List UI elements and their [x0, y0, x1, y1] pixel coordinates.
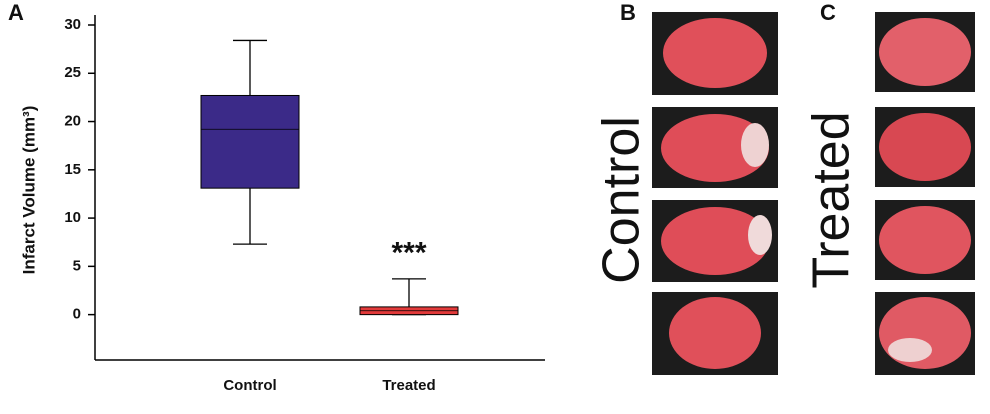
significance: *** — [391, 237, 426, 270]
y-tick-label: 25 — [64, 64, 81, 81]
x-tick-label: Control — [223, 377, 276, 394]
panel-caption: Treated — [803, 111, 861, 288]
y-tick-label: 30 — [64, 16, 81, 33]
panel-label: B — [620, 0, 636, 25]
y-tick-label: 15 — [64, 161, 81, 178]
y-tick-label: 0 — [73, 306, 81, 323]
y-tick-label: 10 — [64, 209, 81, 226]
x-tick-label: Treated — [382, 377, 435, 394]
panel-label: C — [820, 0, 836, 25]
brain-images — [652, 12, 975, 375]
panel-caption: Control — [593, 116, 651, 284]
box — [200, 94, 300, 189]
y-tick-label: 20 — [64, 113, 81, 130]
y-axis-label: Infarct Volume (mm³) — [19, 106, 38, 275]
y-tick-label: 5 — [73, 257, 81, 274]
panel-label: A — [8, 0, 24, 25]
